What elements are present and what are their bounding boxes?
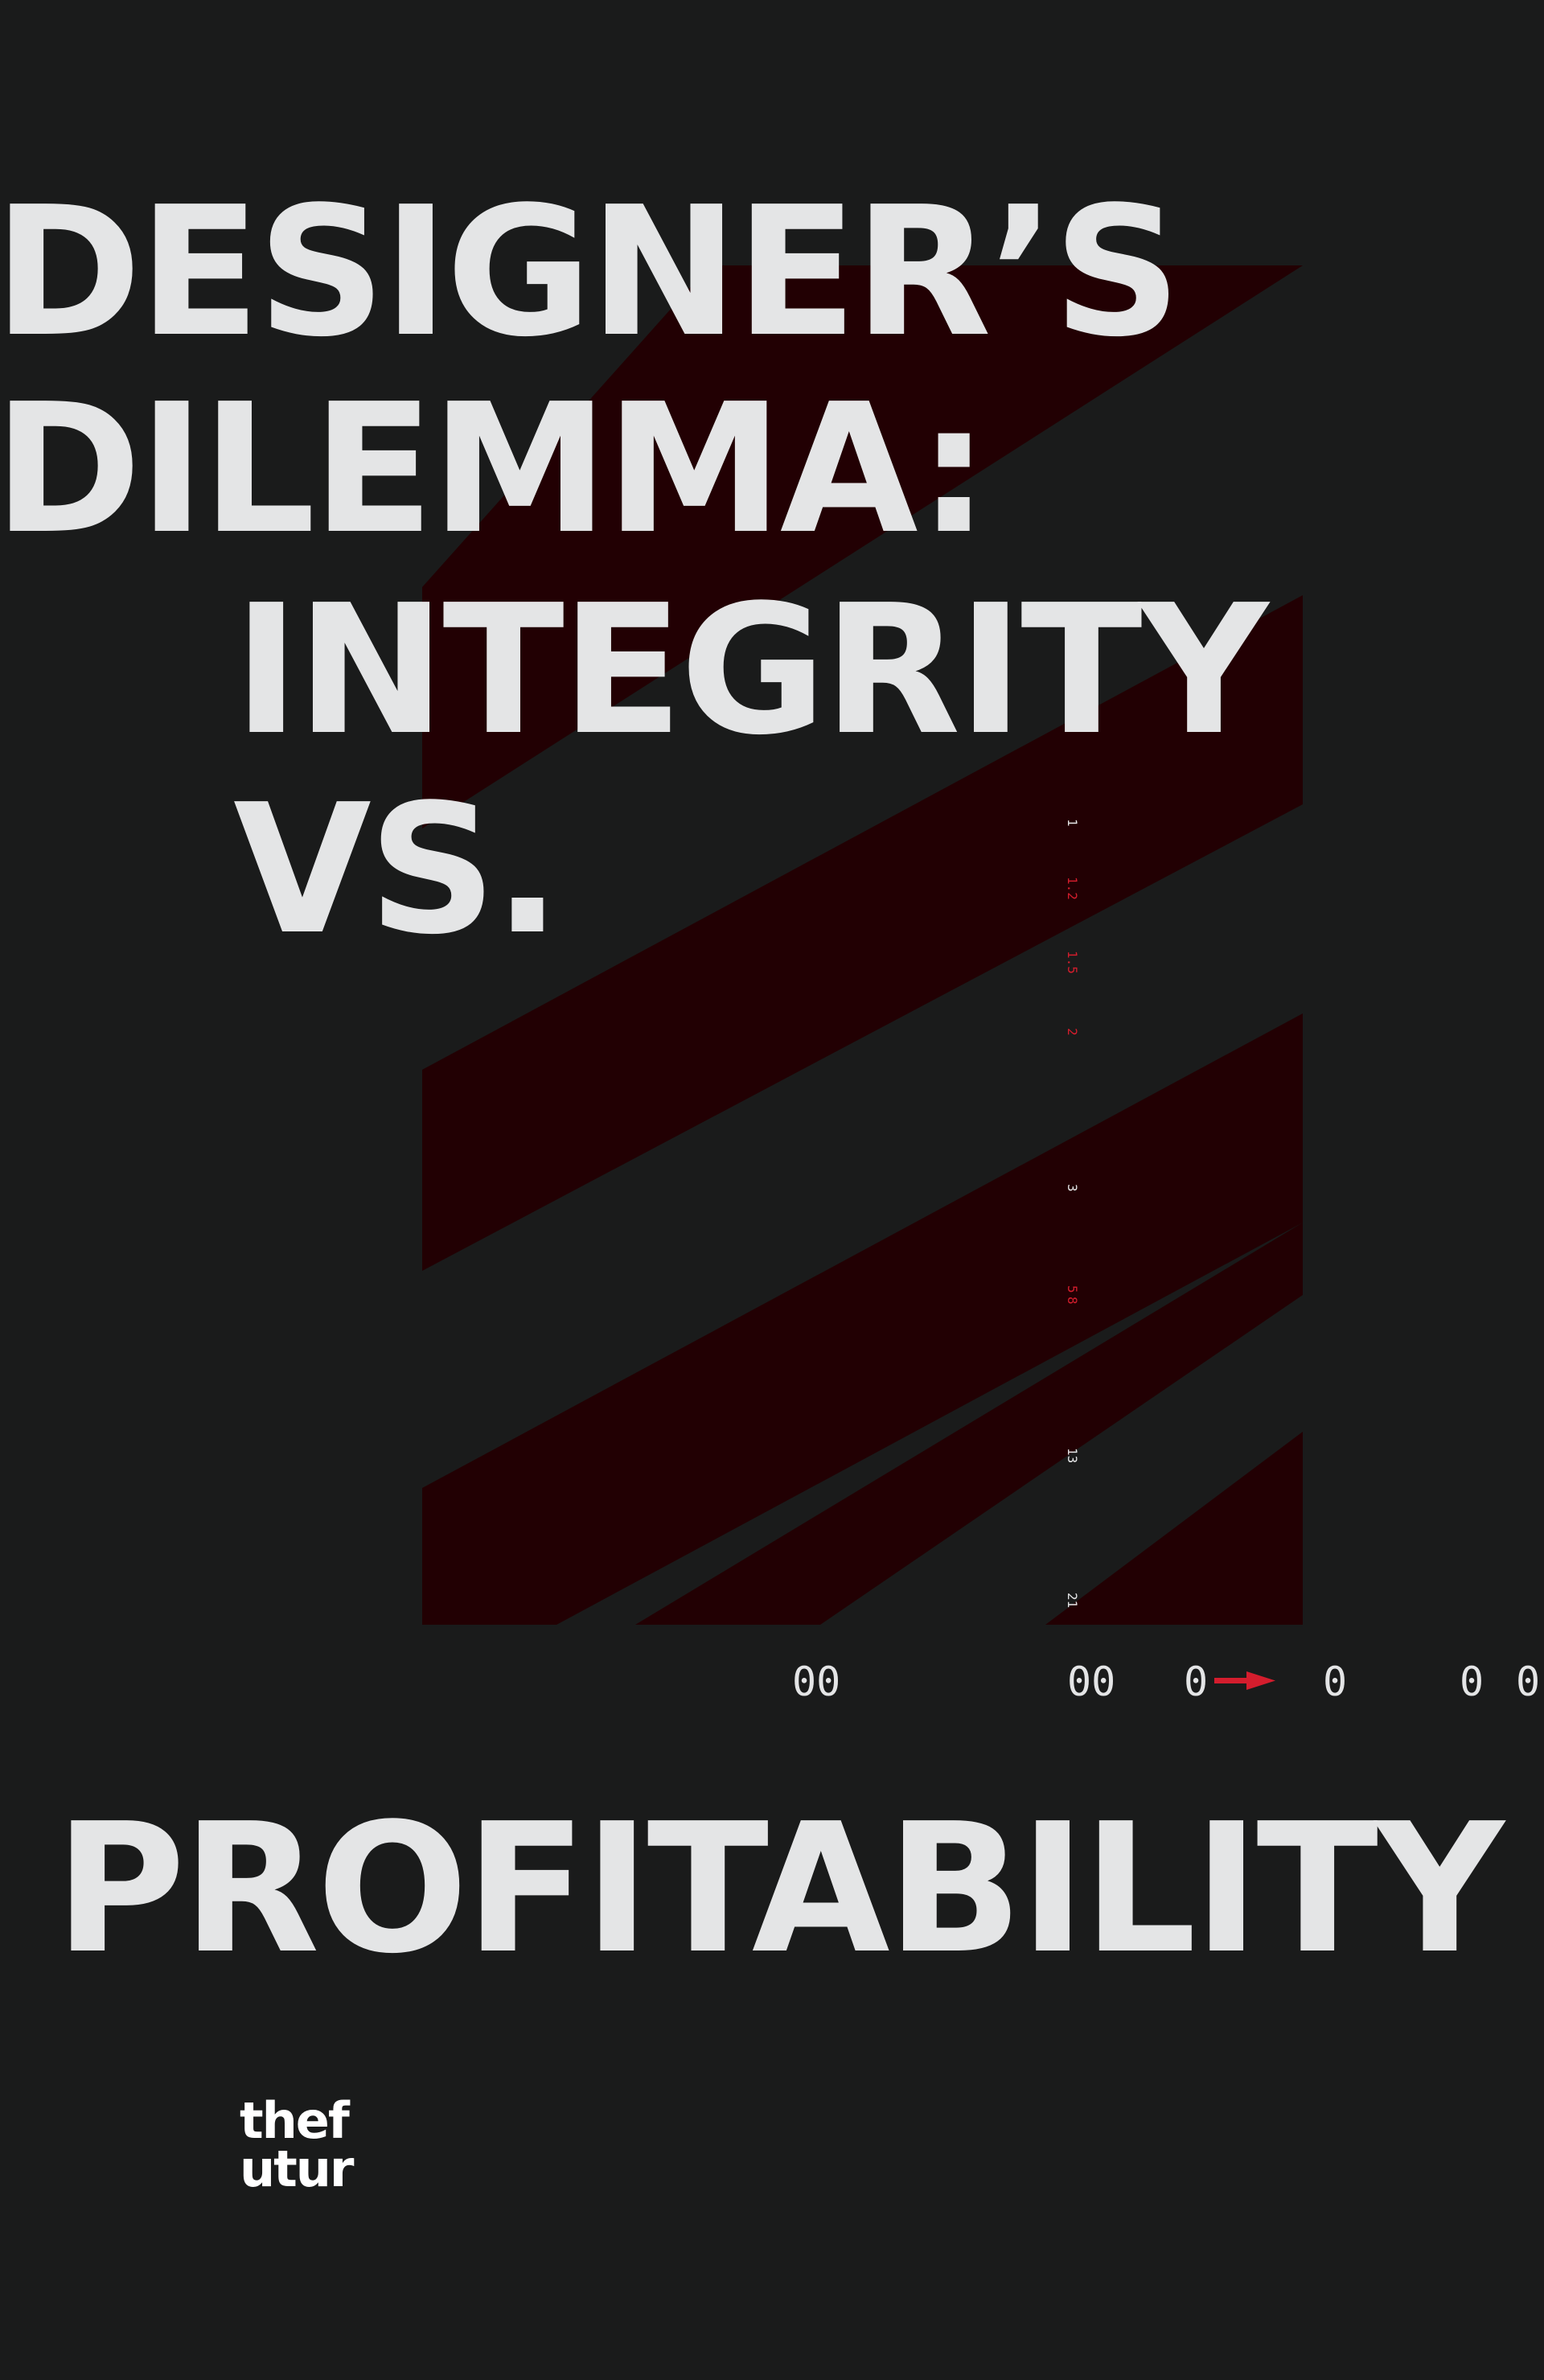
headline-line-1: DESIGNER’S bbox=[0, 169, 1178, 376]
counter: 0 bbox=[1460, 1659, 1484, 1705]
arrow-right-icon bbox=[1214, 1671, 1275, 1690]
scale-label: 1 bbox=[1065, 819, 1080, 827]
headline-line-5: PROFITABILITY bbox=[55, 1786, 1506, 1993]
scale-label: 5 bbox=[1065, 1285, 1080, 1293]
scale-label: 8 bbox=[1065, 1297, 1080, 1305]
scale-labels: 1 1.2 1.5 2 3 5 8 13 21 bbox=[1065, 819, 1080, 1608]
scale-label: 3 bbox=[1065, 1184, 1080, 1192]
counters-row: 00 00 0 0 0 0 bbox=[792, 1659, 1540, 1705]
counter: 0 bbox=[1323, 1659, 1347, 1705]
headline-line-2: DILEMMA: bbox=[0, 366, 987, 573]
scale-label: 1.5 bbox=[1065, 951, 1080, 974]
diagonal-stripes-graphic bbox=[422, 265, 1303, 1625]
headline-line-4: VS. bbox=[233, 767, 558, 974]
headline-line-3: INTEGRITY bbox=[233, 567, 1271, 775]
scale-label: 21 bbox=[1065, 1593, 1080, 1608]
counter: 00 bbox=[1067, 1659, 1115, 1705]
scale-label: 1.2 bbox=[1065, 877, 1080, 900]
logo-line-1: thef bbox=[240, 2091, 351, 2150]
logo: thef utur bbox=[240, 2091, 356, 2198]
counter: 0 bbox=[1184, 1659, 1208, 1705]
scale-label: 13 bbox=[1065, 1448, 1080, 1463]
counter: 0 bbox=[1516, 1659, 1540, 1705]
scale-label: 2 bbox=[1065, 1028, 1080, 1036]
counter: 00 bbox=[792, 1659, 840, 1705]
headline: DESIGNER’S DILEMMA: INTEGRITY VS. PROFIT… bbox=[0, 169, 1509, 1993]
logo-line-2: utur bbox=[240, 2140, 355, 2198]
